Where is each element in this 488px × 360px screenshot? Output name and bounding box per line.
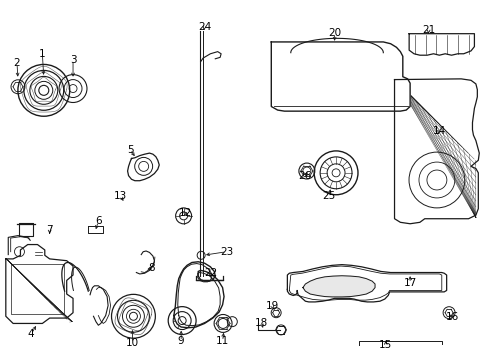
Text: 16: 16 [445, 312, 458, 322]
Text: 23: 23 [220, 247, 233, 257]
Text: 9: 9 [178, 336, 184, 346]
Text: 25: 25 [322, 191, 335, 201]
Text: 18: 18 [254, 319, 267, 328]
Polygon shape [287, 265, 446, 302]
Polygon shape [408, 34, 473, 55]
Text: 15: 15 [378, 340, 391, 350]
Text: 22: 22 [203, 268, 217, 278]
Text: 8: 8 [148, 263, 155, 273]
Text: 20: 20 [327, 28, 341, 38]
Text: 3: 3 [70, 55, 76, 65]
Text: 24: 24 [198, 22, 211, 32]
Text: 14: 14 [432, 126, 445, 135]
Text: 19: 19 [265, 301, 278, 311]
Text: 11: 11 [216, 336, 229, 346]
Polygon shape [394, 79, 478, 224]
Polygon shape [303, 276, 374, 297]
Text: 13: 13 [113, 191, 127, 201]
Text: 4: 4 [28, 329, 34, 339]
Polygon shape [6, 244, 73, 323]
Text: 2: 2 [14, 58, 20, 68]
Text: 7: 7 [46, 225, 53, 235]
Text: 6: 6 [95, 216, 102, 226]
Text: 1: 1 [39, 49, 45, 59]
Text: 5: 5 [126, 144, 133, 154]
Text: 21: 21 [421, 25, 434, 35]
Text: 10: 10 [125, 338, 139, 348]
Text: 17: 17 [403, 278, 416, 288]
Text: 26: 26 [297, 171, 310, 181]
Polygon shape [271, 42, 409, 111]
Polygon shape [174, 262, 224, 328]
Text: 12: 12 [178, 208, 191, 218]
